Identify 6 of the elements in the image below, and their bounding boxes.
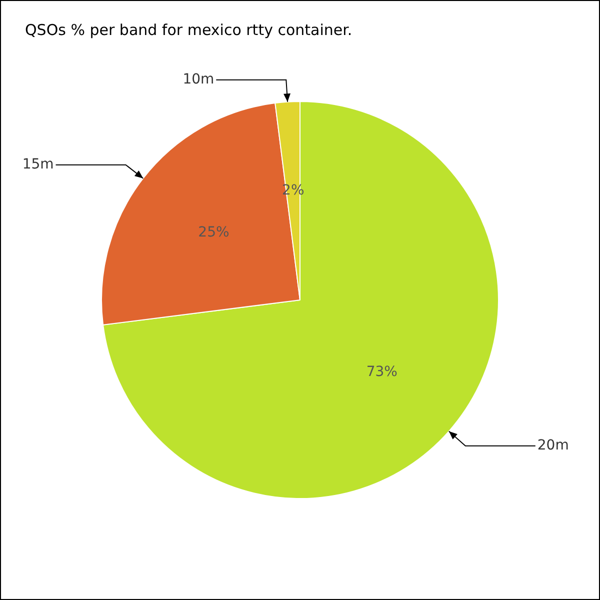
slice-label: 15m bbox=[22, 156, 54, 172]
chart-title: QSOs % per band for mexico rtty container. bbox=[25, 21, 352, 39]
data-label: 73% bbox=[366, 364, 398, 380]
slice-label: 20m bbox=[537, 437, 569, 454]
data-label: 25% bbox=[198, 224, 230, 241]
slice-label: 10m bbox=[182, 72, 214, 88]
